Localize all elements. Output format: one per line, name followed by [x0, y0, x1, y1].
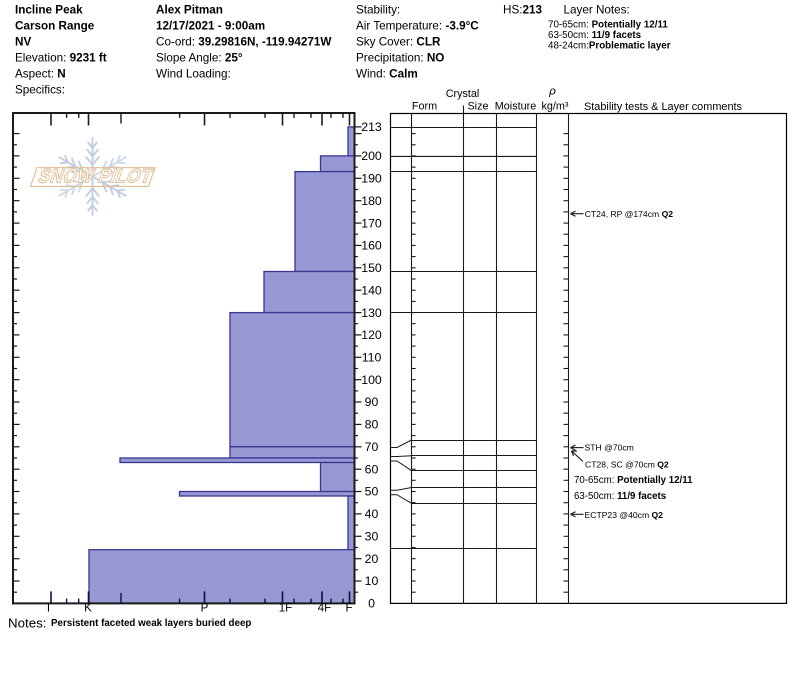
svg-text:213: 213 — [361, 120, 382, 134]
svg-text:P: P — [201, 603, 209, 615]
svg-text:Air Temperature: -3.9°C: Air Temperature: -3.9°C — [356, 20, 479, 33]
svg-text:HS:213: HS:213 — [503, 4, 542, 17]
svg-text:1F: 1F — [279, 603, 292, 615]
svg-text:10: 10 — [365, 574, 379, 588]
svg-text:100: 100 — [361, 373, 382, 387]
svg-text:60: 60 — [365, 462, 379, 476]
svg-text:63-50cm: 11/9 facets: 63-50cm: 11/9 facets — [548, 30, 642, 41]
svg-text:70: 70 — [365, 440, 379, 454]
svg-text:70-65cm: Potentially 12/11: 70-65cm: Potentially 12/11 — [574, 475, 693, 486]
svg-text:Incline Peak: Incline Peak — [15, 4, 83, 17]
svg-text:Form: Form — [412, 101, 437, 113]
svg-text:190: 190 — [361, 172, 382, 186]
svg-text:K: K — [84, 603, 92, 615]
svg-text:CT28, SC @70cm Q2: CT28, SC @70cm Q2 — [585, 460, 669, 470]
svg-text:12/17/2021 - 9:00am: 12/17/2021 - 9:00am — [156, 20, 265, 33]
svg-text:30: 30 — [365, 530, 379, 544]
svg-text:Wind: Calm: Wind: Calm — [356, 68, 418, 81]
svg-text:NV: NV — [15, 36, 31, 49]
svg-text:Stability:: Stability: — [356, 4, 400, 17]
svg-text:40: 40 — [365, 507, 379, 521]
svg-text:110: 110 — [362, 351, 382, 365]
svg-text:SNOW PILOT: SNOW PILOT — [36, 165, 156, 187]
svg-text:STH @70cm: STH @70cm — [585, 443, 634, 453]
svg-text:70-65cm: Potentially 12/11: 70-65cm: Potentially 12/11 — [548, 20, 668, 31]
svg-text:Stability tests & Layer commen: Stability tests & Layer comments — [584, 101, 743, 113]
svg-text:150: 150 — [361, 261, 382, 275]
svg-text:80: 80 — [365, 418, 379, 432]
svg-text:Size: Size — [467, 101, 488, 113]
svg-text:Sky Cover: CLR: Sky Cover: CLR — [356, 36, 441, 49]
svg-text:Aspect: N: Aspect: N — [15, 68, 66, 81]
svg-text:160: 160 — [361, 239, 382, 253]
svg-text:48-24cm:Problematic layer: 48-24cm:Problematic layer — [548, 41, 671, 52]
svg-text:ECTP23 @40cm Q2: ECTP23 @40cm Q2 — [585, 510, 664, 520]
svg-text:ρ: ρ — [548, 86, 556, 98]
svg-text:120: 120 — [361, 328, 382, 342]
svg-text:0: 0 — [368, 597, 375, 611]
svg-text:kg/m³: kg/m³ — [542, 101, 569, 113]
svg-text:90: 90 — [365, 395, 379, 409]
svg-text:I: I — [47, 603, 50, 615]
svg-text:130: 130 — [361, 306, 382, 320]
svg-text:CT24, RP @174cm Q2: CT24, RP @174cm Q2 — [585, 209, 674, 219]
svg-text:F: F — [345, 603, 352, 615]
svg-text:Slope Angle: 25°: Slope Angle: 25° — [156, 52, 243, 65]
svg-text:Persistent faceted weak layers: Persistent faceted weak layers buried de… — [51, 618, 251, 629]
svg-text:140: 140 — [361, 283, 382, 297]
svg-text:Specifics:: Specifics: — [15, 84, 65, 97]
svg-text:Elevation: 9231 ft: Elevation: 9231 ft — [15, 52, 107, 65]
svg-text:Precipitation: NO: Precipitation: NO — [356, 52, 444, 65]
svg-text:Notes:: Notes: — [8, 616, 46, 631]
svg-text:50: 50 — [365, 485, 379, 499]
svg-text:Carson Range: Carson Range — [15, 20, 95, 33]
svg-text:180: 180 — [361, 194, 382, 208]
svg-text:200: 200 — [361, 149, 382, 163]
svg-text:Crystal: Crystal — [446, 88, 480, 100]
svg-text:Alex Pitman: Alex Pitman — [156, 4, 223, 17]
svg-text:Wind Loading:: Wind Loading: — [156, 68, 231, 81]
svg-text:170: 170 — [361, 216, 382, 230]
svg-text:Layer Notes:: Layer Notes: — [564, 4, 630, 17]
svg-text:63-50cm: 11/9 facets: 63-50cm: 11/9 facets — [574, 491, 666, 502]
svg-text:Co-ord: 39.29816N, -119.94271W: Co-ord: 39.29816N, -119.94271W — [156, 36, 332, 49]
svg-text:4F: 4F — [318, 603, 331, 615]
svg-text:20: 20 — [365, 552, 379, 566]
svg-text:Moisture: Moisture — [495, 101, 536, 113]
